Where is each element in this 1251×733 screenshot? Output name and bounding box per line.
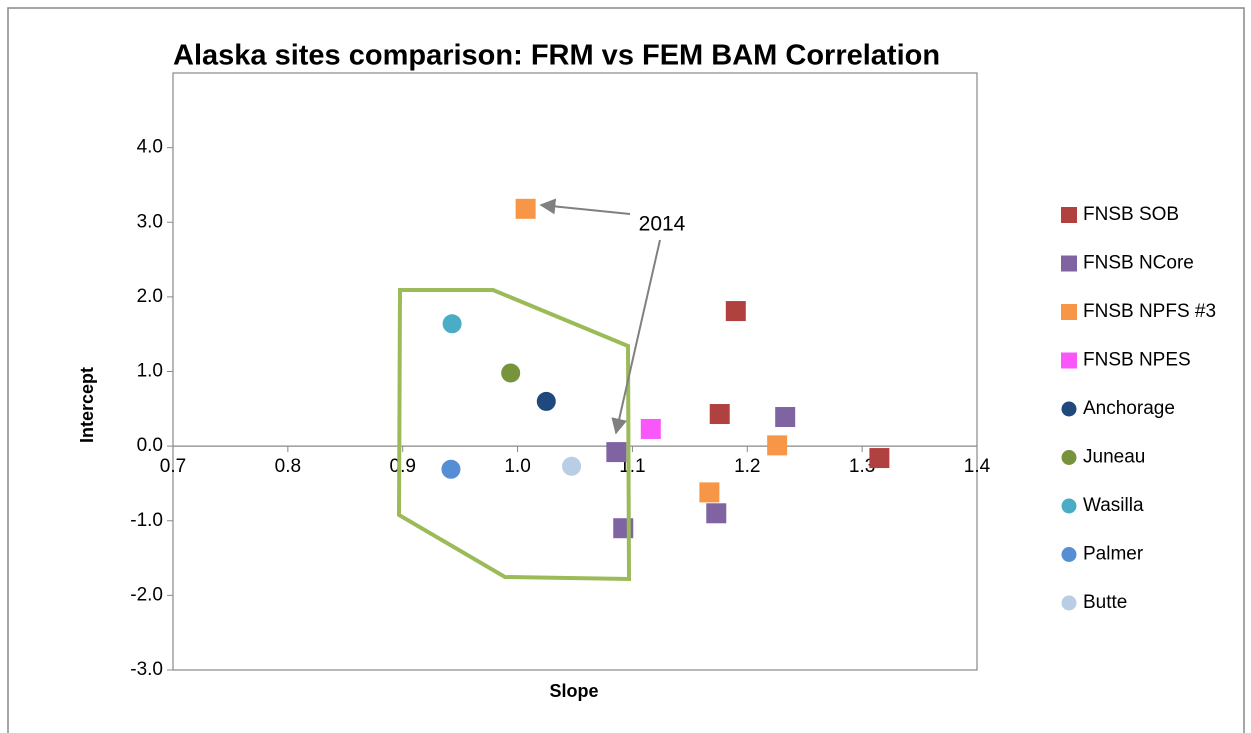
legend-marker — [1060, 497, 1078, 515]
marker — [640, 418, 661, 439]
legend-marker — [1061, 352, 1077, 369]
marker — [606, 442, 627, 463]
legend-label: FNSB SOB — [1083, 204, 1179, 225]
legend-label: Butte — [1083, 592, 1127, 613]
marker — [869, 448, 890, 469]
annotation-arrow — [539, 198, 631, 215]
region-outline — [396, 288, 632, 582]
legend-marker — [1060, 546, 1078, 563]
marker — [500, 362, 522, 384]
legend-label: FNSB NPES — [1083, 350, 1191, 371]
y-tick-label: 3.0 — [137, 211, 163, 232]
legend-label: FNSB NCore — [1083, 253, 1194, 274]
y-tick-label: 4.0 — [137, 137, 163, 158]
x-tick-label: 1.2 — [734, 456, 760, 477]
marker — [515, 198, 536, 219]
legend-label: Wasilla — [1083, 495, 1144, 516]
legend-marker — [1061, 304, 1077, 320]
x-tick-label: 1.4 — [964, 456, 991, 477]
marker — [535, 390, 557, 412]
legend-label: FNSB NPFS #3 — [1083, 301, 1216, 322]
legend-marker — [1061, 207, 1077, 223]
annotation: 2014 — [639, 213, 686, 236]
marker — [561, 455, 583, 477]
marker — [767, 435, 788, 456]
annotation-arrow — [611, 239, 661, 435]
x-tick-label: 0.8 — [275, 456, 301, 477]
x-tick-label: 0.9 — [390, 456, 416, 477]
marker — [440, 458, 462, 480]
legend-label: Palmer — [1083, 544, 1144, 565]
x-tick-label: 0.7 — [160, 456, 186, 477]
y-tick-label: 2.0 — [137, 286, 163, 307]
y-tick-label: -1.0 — [130, 510, 163, 531]
marker — [706, 503, 727, 524]
y-tick-label: 1.0 — [137, 361, 163, 382]
y-tick-label: -2.0 — [130, 584, 163, 605]
x-tick-label: 1.0 — [504, 456, 530, 477]
legend-label: Juneau — [1083, 447, 1145, 468]
plot: -3.0 -2.0 -1.0 0.0 1.0 2.0 3.0 4.0 0.7 0.8 0.9 1.0 1… — [130, 137, 1216, 680]
chart-title: Alaska sites comparison: FRM vs FEM BAM … — [173, 40, 940, 72]
marker — [709, 404, 730, 425]
marker — [441, 313, 463, 335]
legend-label: Anchorage — [1083, 398, 1175, 419]
plot-area — [172, 72, 978, 671]
legend-marker — [1060, 449, 1078, 466]
legend-marker — [1061, 255, 1077, 272]
x-axis-label: Slope — [549, 681, 598, 701]
y-tick-label: -3.0 — [130, 659, 163, 680]
legend-marker — [1060, 594, 1078, 612]
y-tick-label: 0.0 — [137, 435, 163, 456]
marker — [699, 482, 720, 503]
marker — [775, 407, 796, 428]
legend-marker — [1060, 400, 1078, 418]
chart-frame — [7, 7, 1245, 733]
x-tick-label: 1.3 — [849, 456, 875, 477]
y-axis-label: Intercept — [77, 367, 97, 443]
marker — [725, 301, 746, 322]
